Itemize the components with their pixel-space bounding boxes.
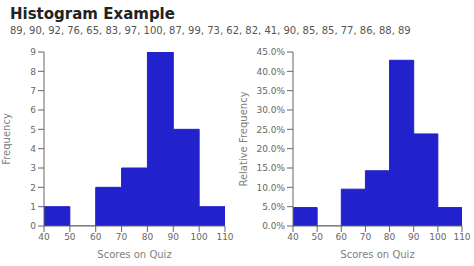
svg-text:9: 9 bbox=[30, 47, 36, 57]
svg-text:110: 110 bbox=[216, 232, 233, 242]
svg-text:6: 6 bbox=[30, 105, 36, 115]
svg-text:50: 50 bbox=[311, 232, 323, 242]
svg-text:40: 40 bbox=[38, 232, 50, 242]
html-text:Histogram Example: Histogram Example bbox=[10, 5, 175, 23]
svg-text:70: 70 bbox=[116, 232, 128, 242]
svg-text:40: 40 bbox=[287, 232, 299, 242]
svg-text:35.0%: 35.0% bbox=[256, 86, 285, 96]
svg-text:80: 80 bbox=[384, 232, 396, 242]
svg-text:25.0%: 25.0% bbox=[256, 125, 285, 135]
svg-text:60: 60 bbox=[336, 232, 348, 242]
svg-text:8: 8 bbox=[30, 67, 36, 77]
svg-text:7: 7 bbox=[30, 86, 36, 96]
svg-text:Scores on Quiz: Scores on Quiz bbox=[340, 249, 414, 260]
svg-text:4: 4 bbox=[30, 144, 36, 154]
svg-text:40.0%: 40.0% bbox=[256, 67, 285, 77]
svg-text:0.0%: 0.0% bbox=[262, 221, 285, 231]
svg-text:60: 60 bbox=[90, 232, 102, 242]
svg-text:20.0%: 20.0% bbox=[256, 144, 285, 154]
svg-text:90: 90 bbox=[408, 232, 420, 242]
svg-text:0: 0 bbox=[30, 221, 36, 231]
svg-text:100: 100 bbox=[429, 232, 446, 242]
svg-text:2: 2 bbox=[30, 183, 36, 193]
svg-text:45.0%: 45.0% bbox=[256, 47, 285, 57]
svg-text:70: 70 bbox=[360, 232, 372, 242]
svg-text:Relative Frequency: Relative Frequency bbox=[238, 91, 249, 186]
svg-text:110: 110 bbox=[453, 232, 466, 242]
html-text:89, 90, 92, 76, 65, 83, 97, 10: 89, 90, 92, 76, 65, 83, 97, 100, 87, 99,… bbox=[10, 25, 411, 36]
svg-text:100: 100 bbox=[191, 232, 208, 242]
svg-text:80: 80 bbox=[142, 232, 154, 242]
svg-text:10.0%: 10.0% bbox=[256, 183, 285, 193]
svg-text:15.0%: 15.0% bbox=[256, 163, 285, 173]
svg-text:1: 1 bbox=[30, 202, 36, 212]
svg-text:Scores on Quiz: Scores on Quiz bbox=[97, 249, 171, 260]
svg-text:5: 5 bbox=[30, 125, 36, 135]
svg-text:30.0%: 30.0% bbox=[256, 105, 285, 115]
svg-text:Frequency: Frequency bbox=[8, 113, 12, 165]
svg-text:90: 90 bbox=[168, 232, 180, 242]
svg-text:5.0%: 5.0% bbox=[262, 202, 285, 212]
svg-text:50: 50 bbox=[64, 232, 76, 242]
svg-text:3: 3 bbox=[30, 163, 36, 173]
